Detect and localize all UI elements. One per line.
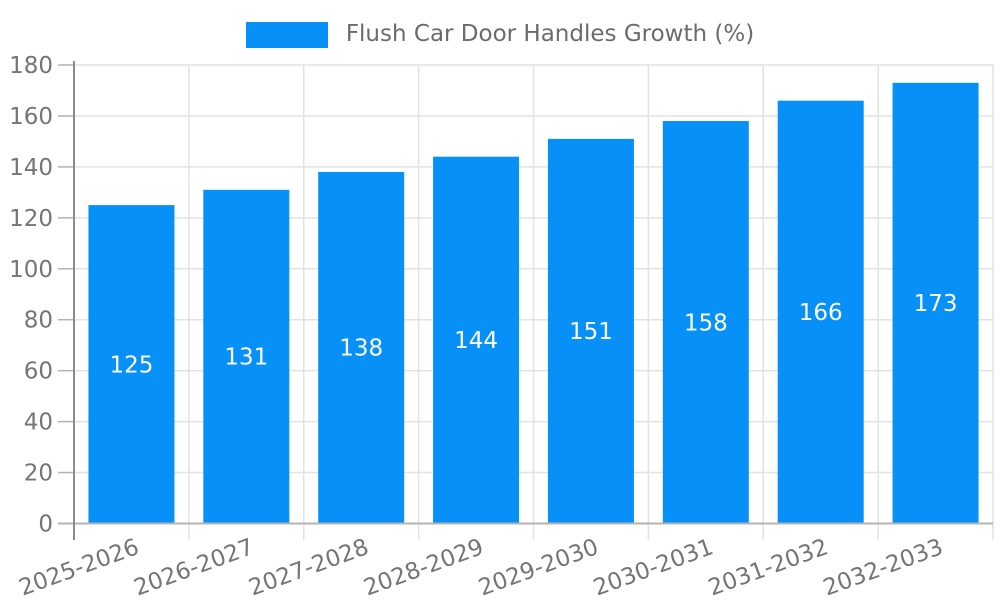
- bar[interactable]: [318, 171, 405, 524]
- y-axis-tick-label: 60: [24, 359, 53, 385]
- legend-label: Flush Car Door Handles Growth (%): [345, 21, 755, 48]
- y-axis-tick-label: 120: [9, 206, 53, 232]
- x-axis-category-label: 2030-2031: [590, 534, 717, 600]
- x-axis-category-label: 2032-2033: [820, 534, 947, 600]
- bar[interactable]: [88, 205, 175, 524]
- bar[interactable]: [892, 82, 979, 524]
- x-axis-category-label: 2025-2026: [16, 534, 143, 600]
- y-axis-tick-label: 40: [24, 410, 53, 436]
- bar-value-label: 131: [224, 345, 268, 371]
- bar[interactable]: [433, 156, 520, 524]
- bar-value-label: 138: [339, 336, 383, 362]
- y-axis-tick-label: 20: [24, 461, 53, 487]
- bar-value-label: 151: [569, 319, 613, 345]
- legend-item[interactable]: Flush Car Door Handles Growth (%): [245, 21, 755, 49]
- y-axis-tick-label: 160: [9, 104, 53, 130]
- legend: Flush Car Door Handles Growth (%): [0, 14, 1000, 56]
- bar-value-label: 173: [914, 291, 958, 317]
- legend-swatch-icon: [245, 22, 328, 48]
- x-axis-category-label: 2026-2027: [131, 534, 258, 600]
- x-axis-category-label: 2029-2030: [475, 534, 602, 600]
- y-axis-tick-label: 140: [9, 155, 53, 181]
- bar[interactable]: [203, 189, 290, 524]
- x-axis-category-label: 2031-2032: [705, 534, 832, 600]
- bar[interactable]: [547, 138, 634, 524]
- bar[interactable]: [777, 100, 864, 524]
- y-axis-tick-label: 0: [38, 512, 53, 538]
- y-axis-tick-label: 80: [24, 308, 53, 334]
- bar-value-label: 166: [799, 300, 843, 326]
- bar-value-label: 125: [109, 352, 153, 378]
- bar-value-label: 158: [684, 310, 728, 336]
- y-axis-tick-label: 100: [9, 257, 53, 283]
- bar[interactable]: [662, 121, 749, 524]
- bar-value-label: 144: [454, 328, 498, 354]
- x-axis-category-label: 2027-2028: [246, 534, 373, 600]
- y-axis-tick-label: 180: [9, 53, 53, 79]
- x-axis-category-label: 2028-2029: [360, 534, 487, 600]
